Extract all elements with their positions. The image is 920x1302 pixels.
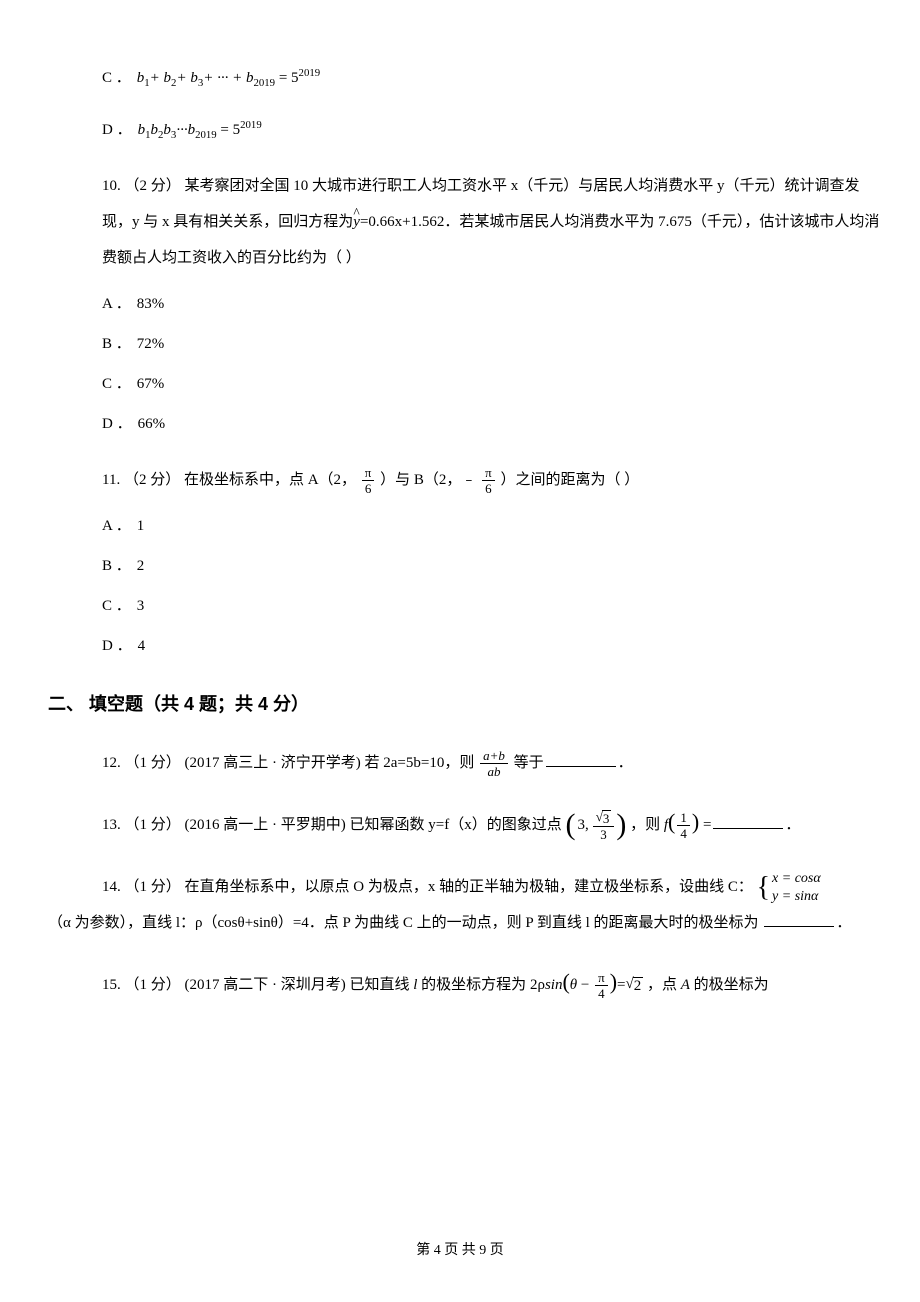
question-text-mid2: ，点	[647, 977, 681, 993]
option-c: C ． b1+ b2+ b3+ ··· + b2019 = 52019	[102, 66, 880, 90]
question-text-end: 等于	[514, 755, 544, 771]
fraction-ab: a+bab	[480, 749, 508, 778]
question-body: （α 为参数），直线 l：ρ（cosθ+sinθ）=4．点 P 为曲线 C 上的…	[48, 915, 759, 931]
option-b: B ．2	[102, 554, 880, 578]
question-text-end: ）之间的距离为（ ）	[500, 472, 639, 488]
option-d: D ．66%	[102, 412, 880, 436]
question-text-mid1: 的极坐标方程为	[421, 977, 530, 993]
question-text: 14. （1 分） 在直角坐标系中，以原点 O 为极点，x 轴的正半轴为极轴，建…	[102, 879, 753, 895]
question-text: 11. （2 分） 在极坐标系中，点 A（2，	[102, 472, 356, 488]
question-11: 11. （2 分） 在极坐标系中，点 A（2， π6 ）与 B（2，﹣ π6 ）…	[40, 462, 880, 658]
question-text: 15. （1 分） (2017 高二下 · 深圳月考) 已知直线	[102, 977, 413, 993]
point-symbol: A	[681, 977, 690, 993]
option-c: C ．3	[102, 594, 880, 618]
section-2-title: 二、 填空题（共 4 题；共 4 分）	[48, 690, 880, 719]
option-c: C ．67%	[102, 372, 880, 396]
f-expr: f(14)	[664, 817, 699, 833]
question-text-end: 的极坐标为	[694, 977, 769, 993]
polar-equation: 2ρsin(θ − π4)=√2	[530, 977, 647, 993]
question-text-mid: ）与 B（2，﹣	[380, 472, 480, 488]
option-d: D ．4	[102, 634, 880, 658]
answer-blank	[546, 751, 616, 767]
question-10: 10. （2 分） 某考察团对全国 10 大城市进行职工人均工资水平 x（千元）…	[40, 168, 880, 436]
question-14: 14. （1 分） 在直角坐标系中，以原点 O 为极点，x 轴的正半轴为极轴，建…	[40, 869, 880, 941]
question-15: 15. （1 分） (2017 高二下 · 深圳月考) 已知直线 l 的极坐标方…	[102, 967, 880, 1003]
answer-blank	[764, 911, 834, 927]
option-d-formula: b1b2b3···b2019 = 52019	[138, 118, 262, 142]
fraction-pi-6: π6	[482, 466, 495, 495]
fraction-pi-6: π6	[362, 466, 375, 495]
line-symbol: l	[413, 977, 417, 993]
answer-blank	[713, 813, 783, 829]
option-label: C ．	[102, 66, 131, 90]
parametric-eq: { x = cosαy = sinα	[757, 870, 821, 905]
option-d: D ． b1b2b3···b2019 = 52019	[102, 118, 880, 142]
question-13: 13. （1 分） (2016 高一上 · 平罗期中) 已知幂函数 y=f（x）…	[102, 807, 880, 844]
option-a: A ．83%	[102, 292, 880, 316]
page-footer: 第 4 页 共 9 页	[0, 1240, 920, 1262]
question-12: 12. （1 分） (2017 高三上 · 济宁开学考) 若 2a=5b=10，…	[102, 745, 880, 781]
option-label: D ．	[102, 118, 132, 142]
question-text-end: =	[703, 817, 711, 833]
option-a: A ．1	[102, 514, 880, 538]
question-text: 13. （1 分） (2016 高一上 · 平罗期中) 已知幂函数 y=f（x）…	[102, 817, 565, 833]
question-text-mid: ，则	[630, 817, 664, 833]
question-text: 12. （1 分） (2017 高三上 · 济宁开学考) 若 2a=5b=10，…	[102, 755, 478, 771]
option-c-formula: b1+ b2+ b3+ ··· + b2019 = 52019	[137, 66, 320, 90]
option-b: B ．72%	[102, 332, 880, 356]
point-expr: ( 3, √33 )	[565, 807, 626, 843]
